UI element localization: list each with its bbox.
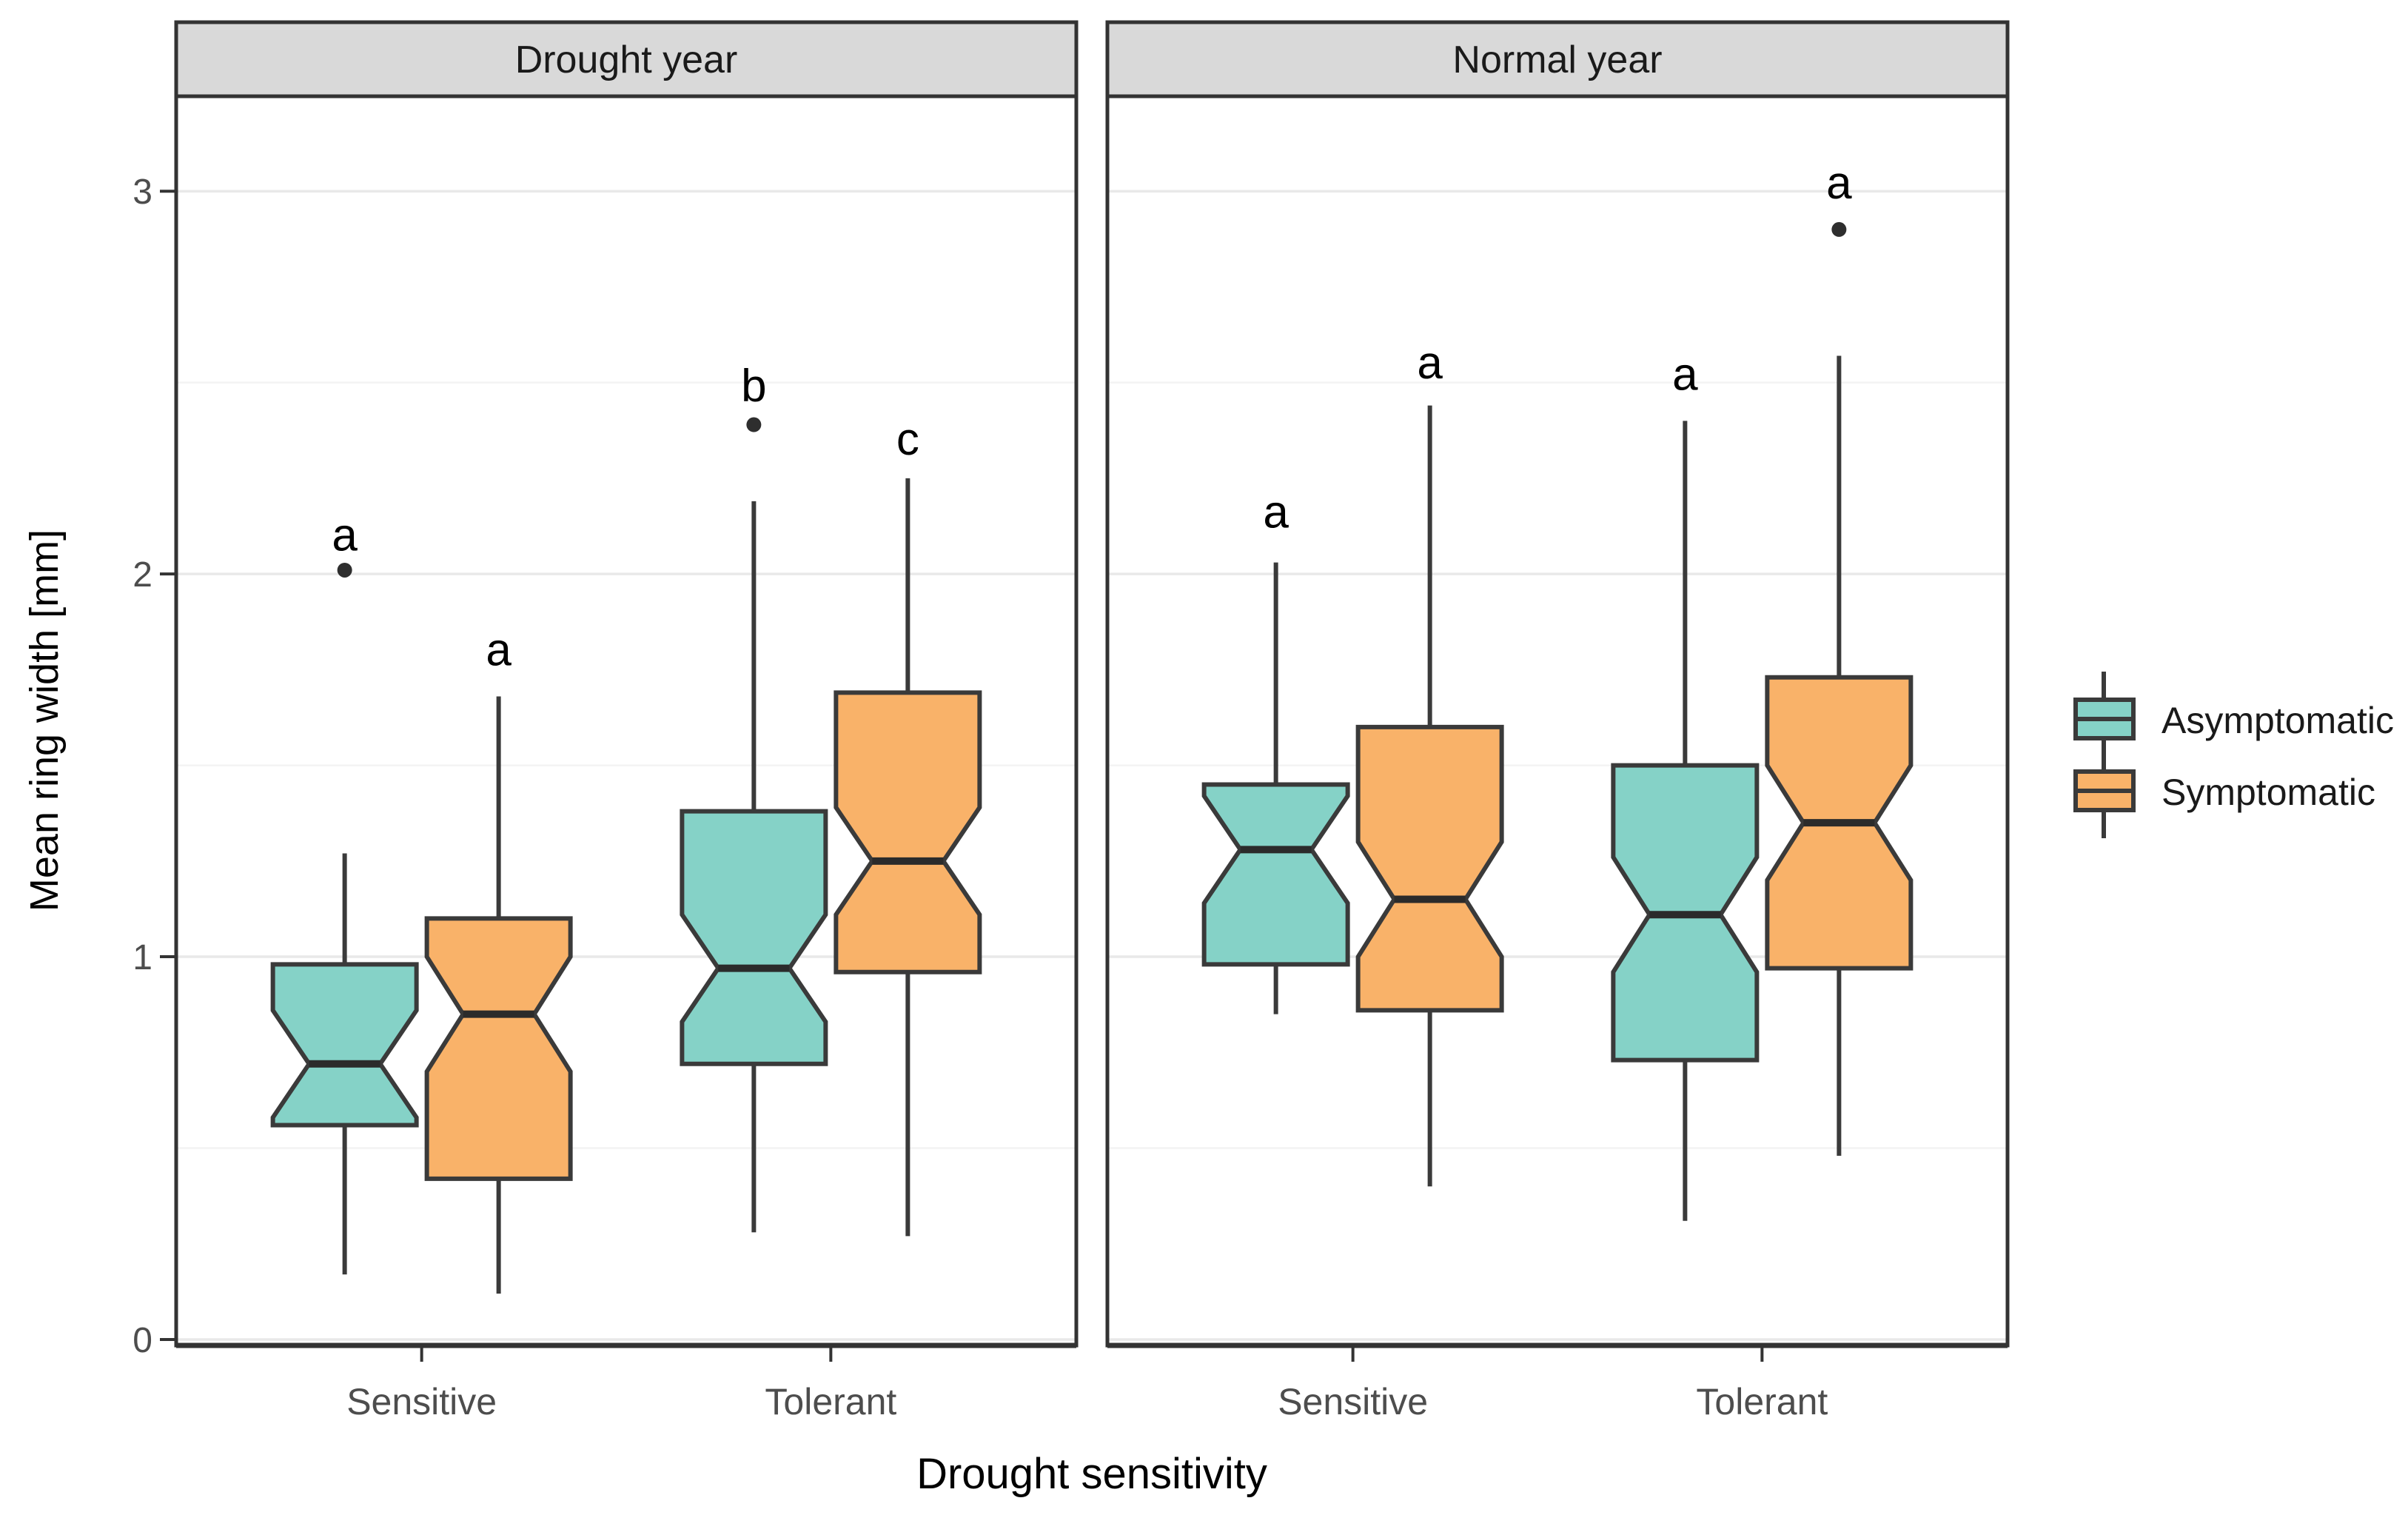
y-axis-title: Mean ring width [mm] [22, 529, 67, 912]
x-tick-label: Sensitive [346, 1381, 497, 1422]
boxplot-box [1355, 724, 1504, 1013]
significance-letter: b [741, 361, 766, 412]
significance-letter: c [896, 414, 919, 465]
legend-label-asymptomatic: Asymptomatic [2162, 700, 2394, 741]
y-tick-label: 0 [133, 1321, 152, 1360]
boxplot-box [834, 690, 982, 974]
significance-letter: a [1417, 338, 1443, 389]
panel-header [1105, 20, 2010, 98]
significance-letter: a [332, 509, 358, 561]
boxplot-box [270, 962, 419, 1128]
legend: Asymptomatic Symptomatic [2073, 672, 2394, 838]
x-tick-label: Tolerant [765, 1381, 896, 1422]
significance-letter: a [1672, 349, 1698, 400]
significance-letter: a [1263, 486, 1289, 538]
legend-key-symptomatic: Symptomatic [2073, 743, 2375, 838]
outlier-point [337, 562, 352, 578]
outlier-point [1831, 221, 1847, 237]
x-axis-title: Drought sensitivity [916, 1450, 1267, 1498]
legend-key-asymptomatic: Asymptomatic [2073, 672, 2394, 766]
significance-letter: a [486, 625, 512, 676]
y-tick-label: 2 [133, 555, 152, 595]
y-tick-label: 3 [133, 173, 152, 212]
x-tick-label: Tolerant [1696, 1381, 1828, 1422]
significance-letter: a [1826, 158, 1852, 209]
boxplot-box [424, 916, 573, 1181]
panel-header [174, 20, 1079, 98]
panel-header-label: Normal year [1452, 39, 1662, 81]
x-tick-label: Sensitive [1278, 1381, 1428, 1422]
y-tick-label: 1 [133, 938, 152, 977]
chart-panels: a a b c Drought year Sensitive Tolerant 0 1 2 3 a a a… [133, 20, 2010, 1422]
panel-header-label: Drought year [515, 39, 738, 81]
legend-label-symptomatic: Symptomatic [2162, 772, 2375, 813]
boxplot-box [1201, 782, 1350, 967]
outlier-point [746, 417, 762, 432]
boxplot-box [680, 809, 828, 1066]
